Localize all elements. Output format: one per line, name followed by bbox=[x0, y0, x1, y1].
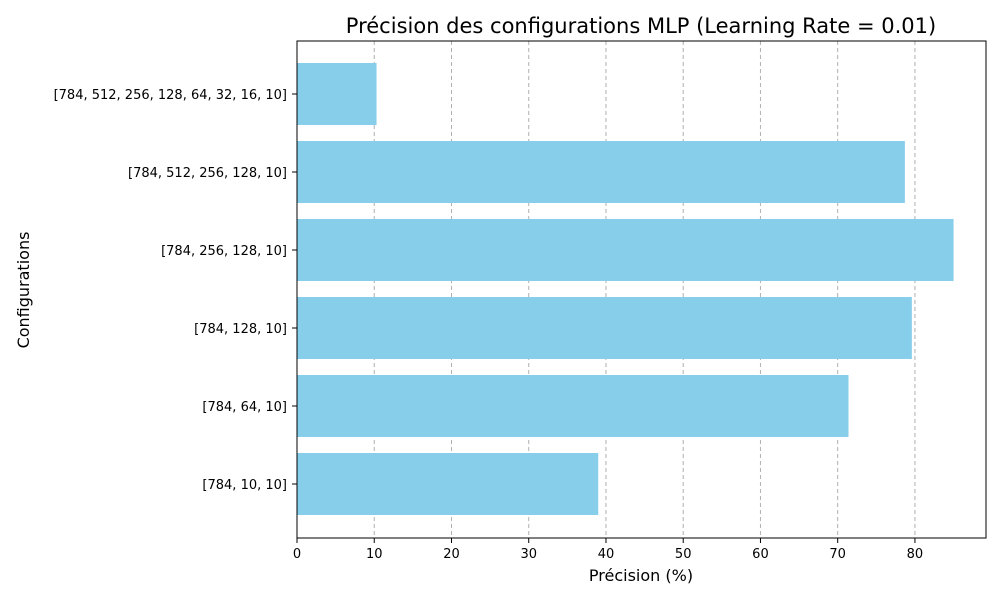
x-axis-ticks: 0 10 20 30 40 50 60 70 80 bbox=[293, 538, 923, 562]
x-tick-label: 80 bbox=[907, 547, 924, 562]
plot-frame bbox=[296, 40, 987, 539]
bar bbox=[297, 375, 849, 437]
y-tick-label: [784, 128, 10] bbox=[194, 322, 287, 337]
x-tick-label: 20 bbox=[443, 547, 460, 562]
x-tick-label: 60 bbox=[752, 547, 769, 562]
bar bbox=[297, 141, 905, 203]
y-axis-ticks: [784, 10, 10] [784, 64, 10] [784, 128, 10]… bbox=[54, 88, 297, 493]
x-tick-label: 30 bbox=[520, 547, 537, 562]
bar bbox=[297, 297, 912, 359]
y-tick-label: [784, 512, 256, 128, 64, 32, 16, 10] bbox=[54, 88, 287, 103]
y-tick-label: [784, 512, 256, 128, 10] bbox=[128, 166, 287, 181]
x-tick-label: 40 bbox=[598, 547, 615, 562]
y-axis-label: Configurations bbox=[14, 232, 33, 349]
x-tick-label: 50 bbox=[675, 547, 692, 562]
x-tick-label: 0 bbox=[293, 547, 301, 562]
y-tick-label: [784, 64, 10] bbox=[202, 400, 287, 415]
bar bbox=[297, 219, 954, 281]
bar bbox=[297, 453, 599, 515]
x-axis-label: Précision (%) bbox=[589, 566, 693, 585]
bars bbox=[297, 63, 954, 515]
y-tick-label: [784, 10, 10] bbox=[202, 478, 287, 493]
x-tick-label: 70 bbox=[829, 547, 846, 562]
y-tick-label: [784, 256, 128, 10] bbox=[161, 244, 287, 259]
chart-title: Précision des configurations MLP (Learni… bbox=[346, 14, 936, 38]
bar bbox=[297, 63, 377, 125]
x-tick-label: 10 bbox=[366, 547, 383, 562]
